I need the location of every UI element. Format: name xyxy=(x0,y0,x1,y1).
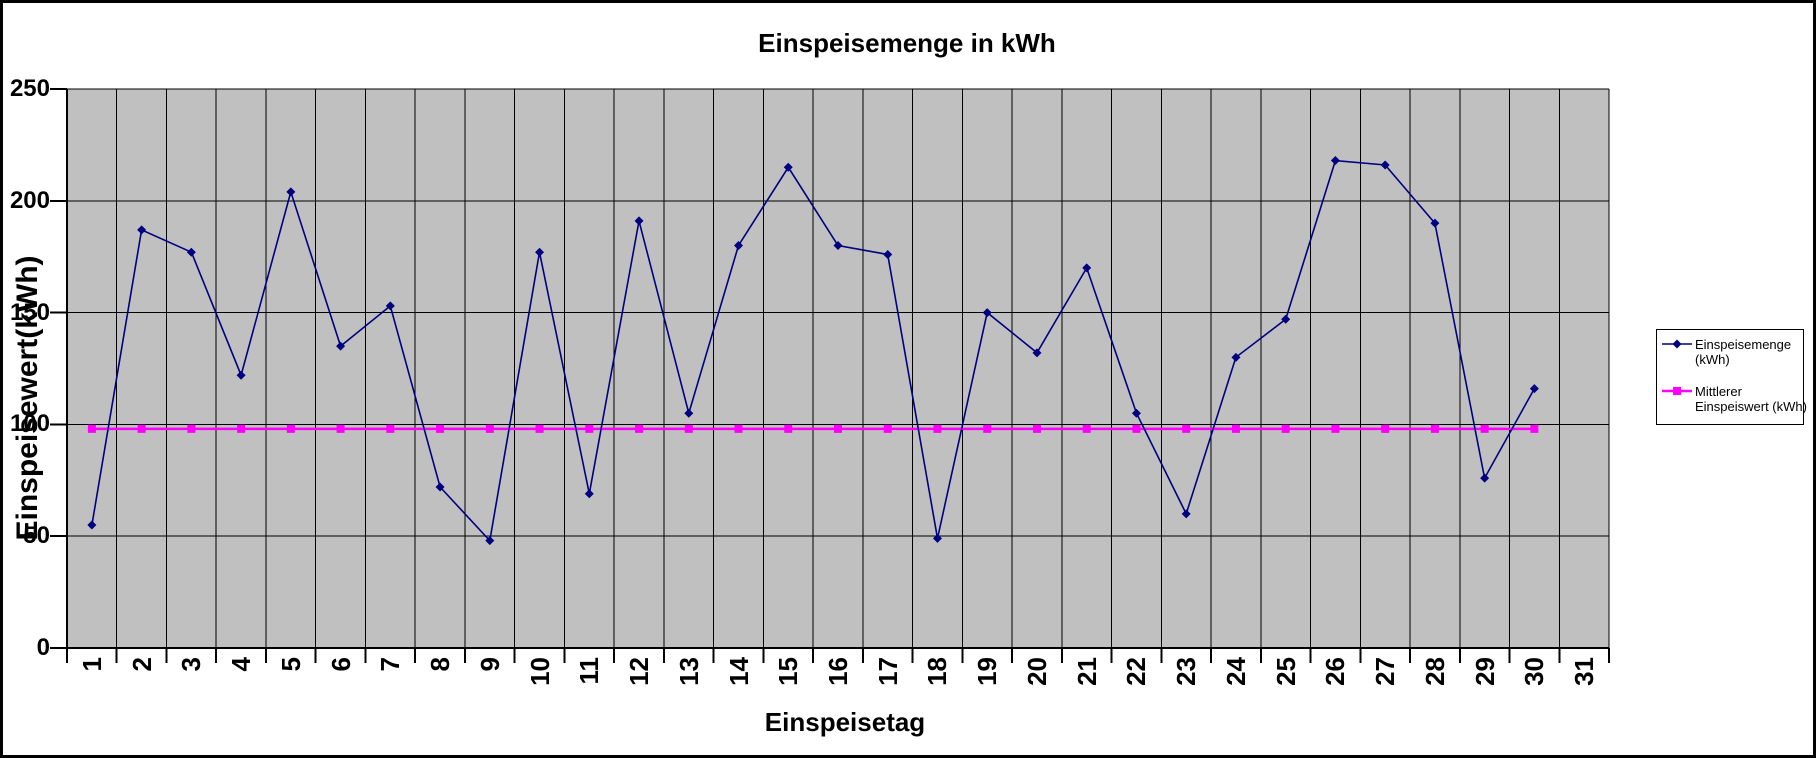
data-point-marker xyxy=(983,424,992,433)
y-tick-label: 100 xyxy=(9,410,50,438)
data-point-marker xyxy=(336,341,346,351)
data-point-marker xyxy=(1032,424,1041,433)
data-point-marker xyxy=(1082,263,1092,273)
data-point-marker xyxy=(1032,348,1042,358)
plot-background xyxy=(67,89,1609,648)
square-marker-icon xyxy=(1662,387,1692,395)
y-tick-label: 0 xyxy=(36,634,50,661)
data-point-marker xyxy=(1281,424,1290,433)
data-point-marker xyxy=(386,424,395,433)
data-point-marker xyxy=(684,424,693,433)
data-point-marker xyxy=(436,424,445,433)
data-point-marker xyxy=(286,424,295,433)
data-point-marker xyxy=(1231,424,1240,433)
data-point-marker xyxy=(1231,352,1241,362)
data-point-marker xyxy=(585,424,594,433)
data-point-marker xyxy=(187,424,196,433)
data-point-marker xyxy=(584,489,594,499)
data-point-marker xyxy=(1381,424,1390,433)
data-point-marker xyxy=(833,241,843,251)
legend-item-einspeisemenge: Einspeisemenge (kWh) xyxy=(1662,337,1803,367)
data-point-marker xyxy=(137,424,146,433)
data-point-marker xyxy=(286,187,296,197)
data-point-marker xyxy=(1430,424,1439,433)
data-point-marker xyxy=(336,424,345,433)
data-point-marker xyxy=(734,241,744,251)
data-point-marker xyxy=(137,225,147,235)
data-point-marker xyxy=(236,370,246,380)
data-point-marker xyxy=(1131,408,1141,418)
data-point-marker xyxy=(186,247,196,257)
data-point-marker xyxy=(1529,384,1539,394)
series-line-einspeisemenge xyxy=(91,159,1536,543)
y-tick-label: 200 xyxy=(9,186,50,214)
data-point-marker xyxy=(435,482,445,492)
data-point-marker xyxy=(635,424,644,433)
data-point-marker xyxy=(1380,160,1390,170)
x-axis-title: Einspeisetag xyxy=(764,707,926,737)
data-point-marker xyxy=(684,408,694,418)
y-tick-label: 250 xyxy=(9,75,50,102)
data-point-marker xyxy=(535,424,544,433)
data-point-marker xyxy=(883,424,892,433)
data-point-marker xyxy=(634,216,644,226)
data-point-marker xyxy=(1530,424,1539,433)
diamond-marker-icon xyxy=(1662,339,1692,349)
legend-label-mittlerer-einspeiswert: Mittlerer Einspeiswert (kWh) xyxy=(1695,384,1807,414)
data-point-marker xyxy=(1181,509,1191,519)
data-point-marker xyxy=(1480,473,1490,483)
data-point-marker xyxy=(982,308,992,318)
y-tick-label: 50 xyxy=(23,522,50,550)
data-point-marker xyxy=(237,424,246,433)
data-point-marker xyxy=(1330,156,1340,166)
data-point-marker xyxy=(1132,424,1141,433)
data-point-marker xyxy=(1430,218,1440,228)
data-point-marker xyxy=(933,424,942,433)
data-point-marker xyxy=(734,424,743,433)
data-point-marker xyxy=(1082,424,1091,433)
data-point-marker xyxy=(385,301,395,311)
data-point-marker xyxy=(535,247,545,257)
data-point-marker xyxy=(783,162,793,172)
data-point-marker xyxy=(87,424,96,433)
legend: Einspeisemenge (kWh) Mittlerer Einspeisw… xyxy=(1656,329,1807,425)
data-point-marker xyxy=(87,520,97,530)
y-tick-label: 150 xyxy=(9,298,50,326)
legend-label-einspeisemenge: Einspeisemenge (kWh) xyxy=(1695,337,1792,367)
data-point-marker xyxy=(1281,314,1291,324)
data-point-marker xyxy=(834,424,842,433)
data-point-marker xyxy=(1480,424,1489,433)
data-point-marker xyxy=(1331,424,1340,433)
data-point-marker xyxy=(883,249,893,259)
data-point-marker xyxy=(1182,424,1191,433)
data-point-marker xyxy=(784,424,793,433)
data-point-marker xyxy=(485,424,494,433)
legend-item-mittlerer-einspeiswert: Mittlerer Einspeiswert (kWh) xyxy=(1662,384,1807,414)
chart-title: Einspeisemenge in kWh xyxy=(758,28,1056,58)
data-point-marker xyxy=(932,533,942,543)
data-point-marker xyxy=(485,536,495,546)
